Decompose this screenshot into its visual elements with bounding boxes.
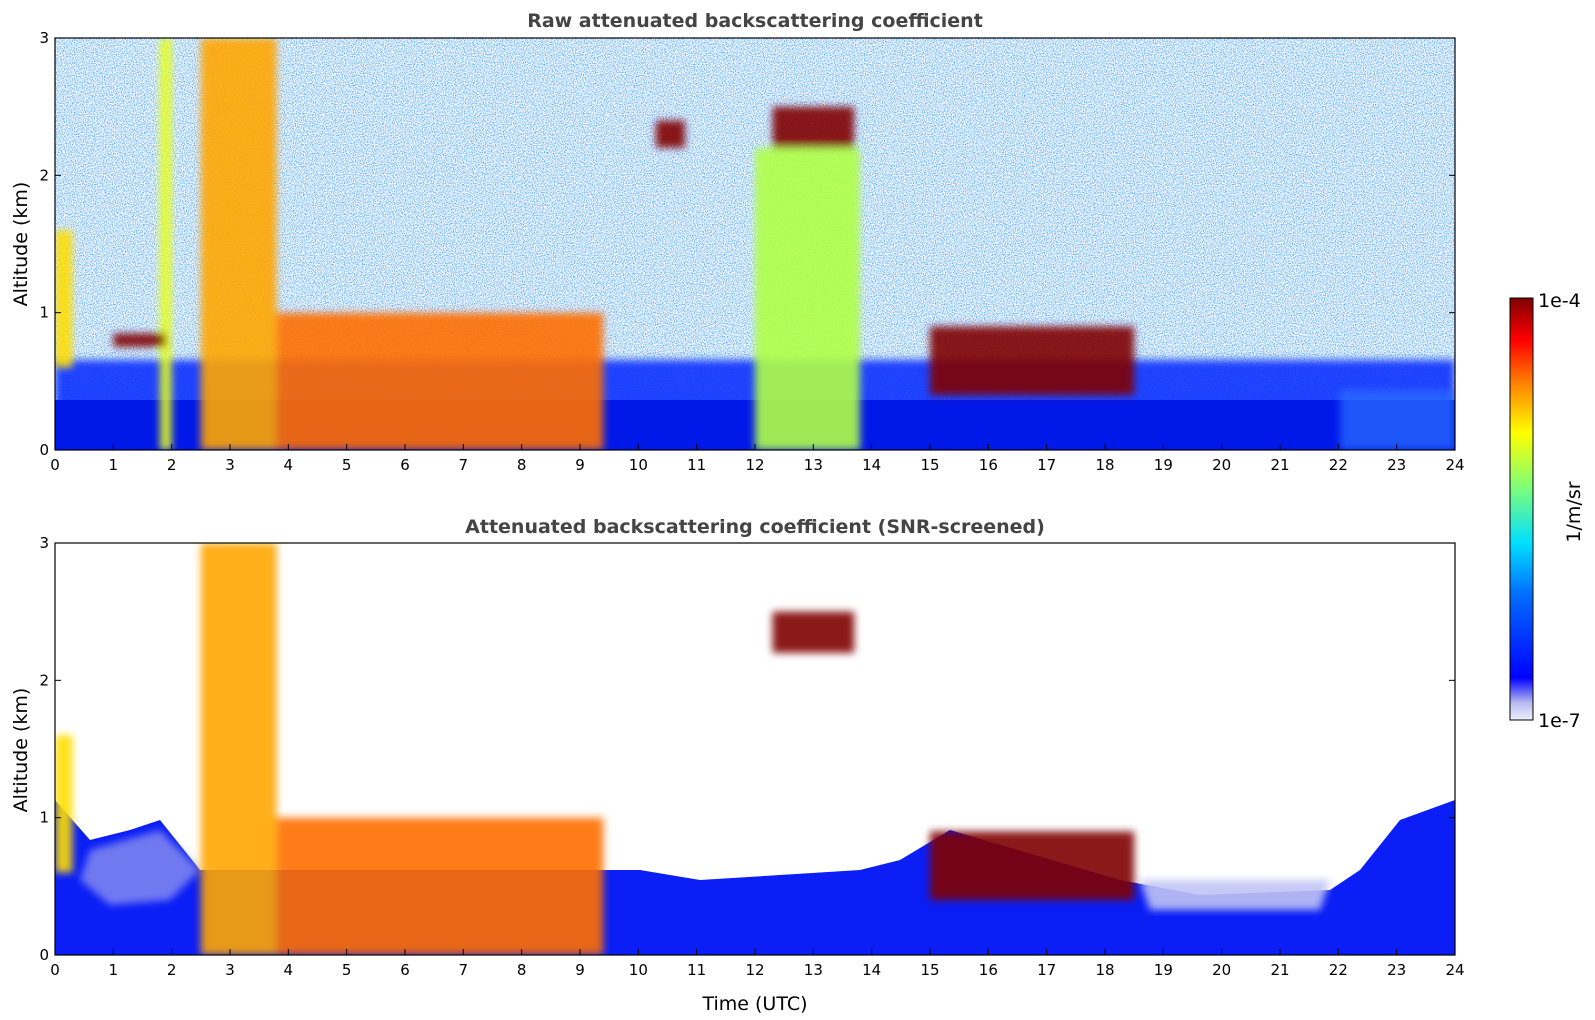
y-tick-label: 3 — [39, 29, 49, 47]
x-tick-label: 3 — [225, 961, 235, 979]
heatmap-feature-bottom — [930, 831, 1135, 901]
x-tick-label: 10 — [629, 456, 648, 474]
x-tick-label: 0 — [50, 961, 60, 979]
x-tick-label: 18 — [1095, 456, 1114, 474]
heatmap-feature-top — [930, 326, 1135, 396]
heatmap-feature-top — [113, 333, 166, 347]
chart-bottom: Attenuated backscattering coefficient (S… — [10, 516, 1465, 1015]
x-tick-label: 13 — [804, 456, 823, 474]
y-tick-label: 1 — [39, 809, 49, 827]
x-tick-label: 18 — [1095, 961, 1114, 979]
colorbar-unit-label: 1/m/sr — [1563, 481, 1585, 542]
x-tick-label: 23 — [1387, 961, 1406, 979]
y-tick-label: 1 — [39, 304, 49, 322]
x-tick-label: 19 — [1154, 456, 1173, 474]
heatmap-top — [55, 38, 1455, 450]
heatmap-feature-bottom — [772, 611, 855, 653]
x-tick-label: 11 — [687, 456, 706, 474]
y-axis-label-bottom: Altitude (km) — [10, 688, 32, 813]
heatmap-feature-top — [200, 38, 277, 450]
x-tick-label: 24 — [1445, 456, 1464, 474]
y-tick-label: 0 — [39, 946, 49, 964]
x-tick-label: 15 — [920, 961, 939, 979]
x-tick-label: 23 — [1387, 456, 1406, 474]
x-tick-label: 12 — [745, 961, 764, 979]
x-tick-label: 17 — [1037, 961, 1056, 979]
x-tick-label: 11 — [687, 961, 706, 979]
x-tick-label: 8 — [517, 456, 527, 474]
colorbar-min-label: 1e-7 — [1538, 710, 1581, 732]
heatmap-feature-top — [755, 147, 860, 450]
heatmap-feature-bottom — [200, 543, 277, 955]
x-axis-top: 0 1 2 3 4 5 6 7 8 9 10 11 12 13 14 15 16 17 18 19 20 21 22 23 24 — [50, 444, 1465, 474]
x-axis-bottom: 0 1 2 3 4 5 6 7 8 9 10 11 12 13 14 15 16 17 18 19 20 21 22 23 24 — [50, 949, 1465, 979]
x-tick-label: 6 — [400, 961, 410, 979]
chart-title-bottom: Attenuated backscattering coefficient (S… — [465, 516, 1045, 538]
heatmap-feature-top — [655, 120, 685, 148]
x-tick-label: 20 — [1212, 456, 1231, 474]
chart-top: Raw attenuated backscattering coefficien… — [10, 10, 1465, 474]
x-tick-label: 20 — [1212, 961, 1231, 979]
x-tick-label: 2 — [167, 961, 177, 979]
x-tick-label: 1 — [109, 456, 119, 474]
x-tick-label: 9 — [575, 961, 585, 979]
heatmap-feature-top — [55, 230, 73, 368]
x-tick-label: 9 — [575, 456, 585, 474]
x-tick-label: 1 — [109, 961, 119, 979]
y-tick-label: 2 — [39, 671, 49, 689]
x-tick-label: 5 — [342, 961, 352, 979]
x-tick-label: 22 — [1329, 456, 1348, 474]
x-tick-label: 13 — [804, 961, 823, 979]
heatmap-feature-bottom — [55, 735, 73, 873]
heatmap-feature-top — [276, 312, 604, 450]
y-tick-label: 3 — [39, 534, 49, 552]
x-tick-label: 16 — [979, 961, 998, 979]
x-tick-label: 7 — [459, 456, 469, 474]
x-tick-label: 12 — [745, 456, 764, 474]
x-tick-label: 15 — [920, 456, 939, 474]
y-axis-top: 0 1 2 3 — [39, 29, 1455, 459]
x-tick-label: 14 — [862, 456, 881, 474]
heatmap-bottom — [55, 543, 1455, 955]
x-axis-label-bottom: Time (UTC) — [701, 993, 807, 1015]
x-tick-label: 17 — [1037, 456, 1056, 474]
y-axis-label-top: Altitude (km) — [10, 182, 32, 307]
y-axis-bottom: 0 1 2 3 — [39, 534, 1455, 964]
x-tick-label: 6 — [400, 456, 410, 474]
x-tick-label: 21 — [1270, 961, 1289, 979]
x-tick-label: 4 — [284, 961, 294, 979]
heatmap-feature-bottom — [276, 817, 604, 955]
x-tick-label: 3 — [225, 456, 235, 474]
heatmap-feature-top — [160, 38, 172, 450]
chart-title-top: Raw attenuated backscattering coefficien… — [527, 10, 983, 32]
x-tick-label: 10 — [629, 961, 648, 979]
heatmap-feature-top — [772, 106, 855, 148]
x-tick-label: 7 — [459, 961, 469, 979]
x-tick-label: 2 — [167, 456, 177, 474]
x-tick-label: 5 — [342, 456, 352, 474]
x-tick-label: 22 — [1329, 961, 1348, 979]
y-tick-label: 0 — [39, 441, 49, 459]
colorbar: 1e-4 1e-7 1/m/sr — [1509, 290, 1585, 732]
x-tick-label: 4 — [284, 456, 294, 474]
x-tick-label: 21 — [1270, 456, 1289, 474]
x-tick-label: 0 — [50, 456, 60, 474]
x-tick-label: 19 — [1154, 961, 1173, 979]
x-tick-label: 16 — [979, 456, 998, 474]
x-tick-label: 24 — [1445, 961, 1464, 979]
y-tick-label: 2 — [39, 166, 49, 184]
x-tick-label: 14 — [862, 961, 881, 979]
x-tick-label: 8 — [517, 961, 527, 979]
colorbar-gradient — [1509, 297, 1534, 721]
colorbar-max-label: 1e-4 — [1538, 290, 1581, 312]
